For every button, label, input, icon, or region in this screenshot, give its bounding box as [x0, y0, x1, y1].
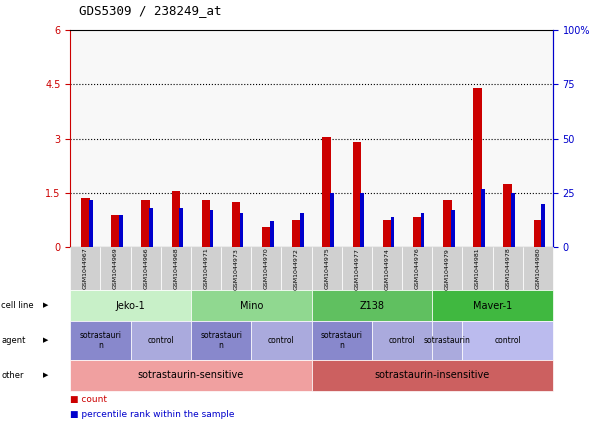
Bar: [331, 193, 334, 247]
Bar: [240, 213, 243, 247]
Bar: [149, 208, 153, 247]
Bar: [383, 220, 391, 247]
Text: sotrastauri
n: sotrastauri n: [79, 331, 122, 350]
Bar: [270, 221, 274, 247]
Text: GSM1044968: GSM1044968: [174, 248, 178, 289]
Text: control: control: [389, 336, 415, 345]
Text: GDS5309 / 238249_at: GDS5309 / 238249_at: [79, 4, 222, 17]
Text: control: control: [494, 336, 521, 345]
Text: Maver-1: Maver-1: [473, 301, 512, 310]
Text: control: control: [268, 336, 295, 345]
Text: ▶: ▶: [43, 372, 48, 379]
Bar: [503, 184, 512, 247]
Bar: [443, 200, 452, 247]
Bar: [111, 215, 120, 247]
Text: GSM1044978: GSM1044978: [505, 248, 510, 289]
Text: sotrastauri
n: sotrastauri n: [321, 331, 363, 350]
Text: sotrastauri
n: sotrastauri n: [200, 331, 242, 350]
Bar: [142, 200, 150, 247]
Text: sotrastaurin: sotrastaurin: [424, 336, 471, 345]
Text: GSM1044981: GSM1044981: [475, 248, 480, 289]
Bar: [119, 215, 123, 247]
Text: ■ count: ■ count: [70, 395, 108, 404]
Bar: [89, 200, 93, 247]
Bar: [172, 191, 180, 247]
Bar: [533, 220, 542, 247]
Bar: [210, 210, 213, 247]
Bar: [511, 193, 515, 247]
Text: sotrastaurin-sensitive: sotrastaurin-sensitive: [138, 371, 244, 380]
Bar: [413, 217, 422, 247]
Text: GSM1044977: GSM1044977: [354, 248, 359, 289]
Bar: [451, 210, 455, 247]
Text: GSM1044980: GSM1044980: [535, 248, 540, 289]
Text: agent: agent: [1, 336, 26, 345]
Bar: [232, 202, 240, 247]
Bar: [541, 204, 545, 247]
Bar: [262, 228, 271, 247]
Text: Mino: Mino: [240, 301, 263, 310]
Text: GSM1044979: GSM1044979: [445, 248, 450, 289]
Bar: [360, 193, 364, 247]
Text: Z138: Z138: [359, 301, 384, 310]
Text: GSM1044975: GSM1044975: [324, 248, 329, 289]
Bar: [481, 189, 485, 247]
Text: GSM1044974: GSM1044974: [384, 248, 390, 289]
Bar: [421, 213, 425, 247]
Text: GSM1044973: GSM1044973: [233, 248, 239, 289]
Text: ▶: ▶: [43, 338, 48, 343]
Text: other: other: [1, 371, 24, 380]
Bar: [180, 208, 183, 247]
Text: cell line: cell line: [1, 301, 34, 310]
Bar: [353, 142, 361, 247]
Bar: [202, 200, 210, 247]
Bar: [474, 88, 481, 247]
Bar: [300, 213, 304, 247]
Text: GSM1044976: GSM1044976: [415, 248, 420, 289]
Text: GSM1044966: GSM1044966: [143, 248, 148, 289]
Text: ■ percentile rank within the sample: ■ percentile rank within the sample: [70, 410, 235, 419]
Text: ▶: ▶: [43, 302, 48, 309]
Bar: [323, 137, 331, 247]
Bar: [390, 217, 394, 247]
Text: GSM1044971: GSM1044971: [203, 248, 208, 289]
Text: GSM1044972: GSM1044972: [294, 248, 299, 289]
Text: Jeko-1: Jeko-1: [115, 301, 145, 310]
Text: GSM1044969: GSM1044969: [113, 248, 118, 289]
Text: GSM1044967: GSM1044967: [83, 248, 88, 289]
Text: control: control: [147, 336, 174, 345]
Text: GSM1044970: GSM1044970: [264, 248, 269, 289]
Bar: [81, 198, 90, 247]
Bar: [292, 220, 301, 247]
Text: sotrastaurin-insensitive: sotrastaurin-insensitive: [375, 371, 490, 380]
